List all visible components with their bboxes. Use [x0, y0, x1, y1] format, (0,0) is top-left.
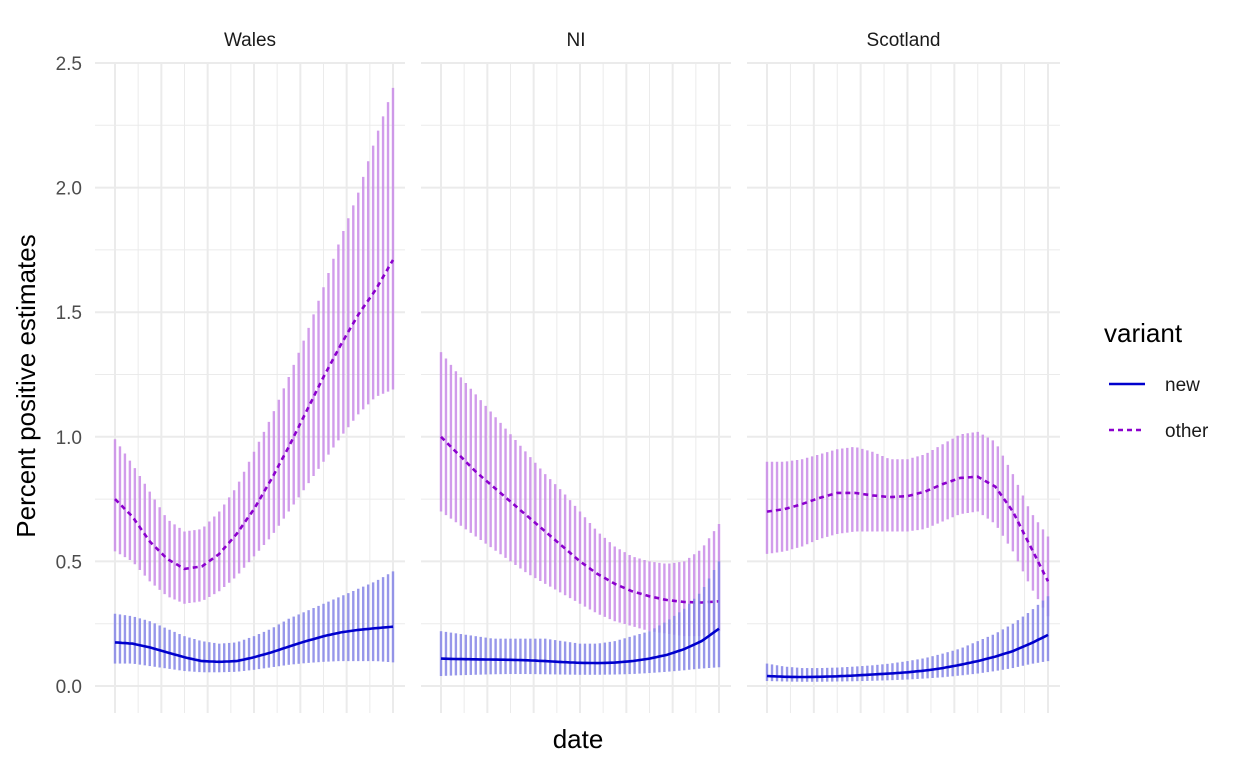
facet-label-wales: Wales: [224, 30, 276, 51]
panels: Wales NI Scotland: [95, 30, 1060, 713]
legend-title: variant: [1104, 318, 1183, 348]
y-axis-title: Percent positive estimates: [11, 234, 41, 537]
series-new: [439, 561, 721, 677]
series-other: [439, 352, 721, 637]
mean-line-new: [114, 625, 394, 664]
panel-wales: Wales: [95, 30, 405, 713]
panel-ni: NI: [421, 30, 731, 713]
series-other: [765, 431, 1050, 617]
y-tick-label: 1.5: [56, 303, 82, 324]
series-other: [113, 87, 395, 604]
series-new: [113, 571, 395, 673]
facet-label-ni: NI: [567, 30, 586, 51]
legend-label-other: other: [1165, 421, 1209, 442]
legend: variant new other: [1104, 318, 1209, 442]
facet-label-scotland: Scotland: [867, 30, 941, 51]
y-axis: 0.0 0.5 1.0 1.5 2.0 2.5: [56, 54, 82, 698]
y-tick-label: 1.0: [56, 428, 82, 449]
mean-line-other: [766, 475, 1050, 582]
mean-line-other: [440, 435, 720, 604]
panel-scotland: Scotland: [747, 30, 1060, 713]
series-new: [765, 596, 1050, 682]
mean-line-new: [440, 627, 720, 665]
y-tick-label: 2.5: [56, 54, 82, 75]
y-tick-label: 2.0: [56, 179, 82, 200]
x-axis-title: date: [553, 724, 604, 754]
y-tick-label: 0.5: [56, 552, 82, 573]
y-tick-label: 0.0: [56, 677, 82, 698]
legend-label-new: new: [1165, 375, 1200, 396]
mean-line-new: [766, 633, 1049, 679]
